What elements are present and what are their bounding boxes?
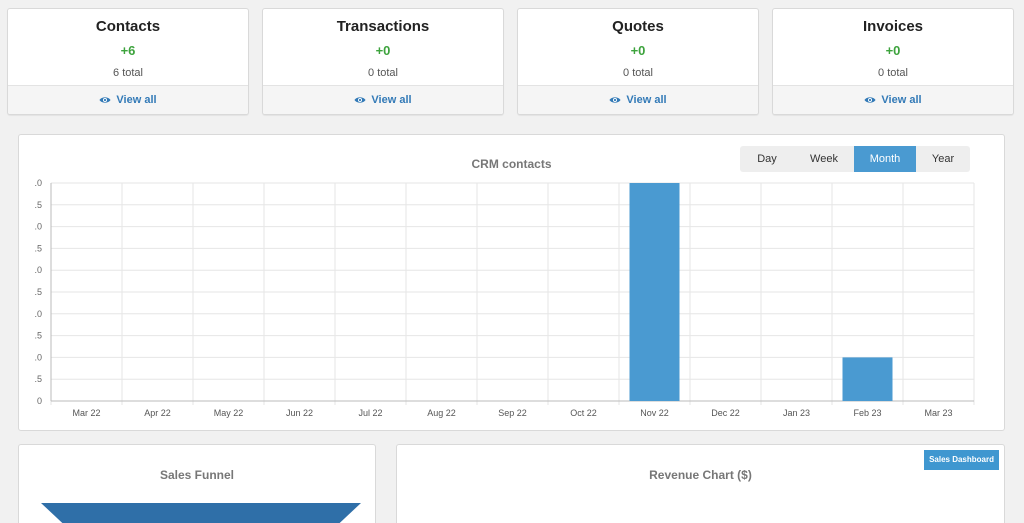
sales-dashboard-button[interactable]: Sales Dashboard	[924, 450, 999, 470]
x-tick-label: Dec 22	[711, 408, 740, 418]
card-total: 6 total	[113, 67, 143, 79]
eye-icon	[99, 97, 111, 103]
x-tick-label: Nov 22	[640, 408, 669, 418]
card-total: 0 total	[878, 67, 908, 79]
eye-icon	[354, 97, 366, 103]
x-tick-label: Apr 22	[144, 408, 171, 418]
x-tick-label: Aug 22	[427, 408, 456, 418]
card-total: 0 total	[623, 67, 653, 79]
x-tick-label: Sep 22	[498, 408, 527, 418]
funnel-stage	[41, 503, 361, 523]
card-delta: +0	[885, 43, 901, 58]
y-tick-label: .0	[34, 265, 42, 275]
x-tick-label: Oct 22	[570, 408, 597, 418]
time-range-selector: Day Week Month Year	[740, 146, 970, 172]
y-tick-label: .5	[34, 200, 42, 210]
eye-icon	[609, 97, 621, 103]
bar[interactable]	[629, 183, 680, 401]
invoices-card: Invoices +0 0 total View all	[772, 8, 1014, 115]
view-all-label: View all	[626, 94, 667, 106]
x-tick-label: Jul 22	[358, 408, 382, 418]
y-tick-label: .0	[34, 309, 42, 319]
y-tick-label: .0	[34, 222, 42, 232]
bar[interactable]	[842, 357, 893, 401]
eye-icon	[864, 97, 876, 103]
y-tick-label: .0	[34, 352, 42, 362]
card-title: Contacts	[95, 18, 161, 35]
y-tick-label: .5	[34, 243, 42, 253]
card-delta: +0	[630, 43, 646, 58]
card-delta: +6	[120, 43, 136, 58]
range-day-button[interactable]: Day	[757, 153, 777, 165]
view-all-label: View all	[116, 94, 157, 106]
view-all-invoices-link[interactable]: View all	[773, 85, 1013, 114]
card-total: 0 total	[368, 67, 398, 79]
view-all-contacts-link[interactable]: View all	[8, 85, 248, 114]
y-tick-label: .5	[34, 287, 42, 297]
view-all-quotes-link[interactable]: View all	[518, 85, 758, 114]
y-tick-label: 0	[37, 396, 42, 406]
range-week-button[interactable]: Week	[810, 153, 838, 165]
range-month-button[interactable]: Month	[854, 146, 916, 172]
x-tick-label: Jun 22	[286, 408, 313, 418]
x-tick-label: Feb 23	[853, 408, 881, 418]
view-all-label: View all	[881, 94, 922, 106]
card-delta: +0	[375, 43, 391, 58]
x-tick-label: Mar 22	[72, 408, 100, 418]
y-tick-label: .5	[34, 374, 42, 384]
x-tick-label: Mar 23	[924, 408, 952, 418]
view-all-transactions-link[interactable]: View all	[263, 85, 503, 114]
chart-title: CRM contacts	[471, 157, 552, 171]
x-tick-label: Jan 23	[783, 408, 810, 418]
transactions-card: Transactions +0 0 total View all	[262, 8, 504, 115]
card-title: Invoices	[862, 18, 924, 35]
range-year-button[interactable]: Year	[931, 153, 955, 165]
contacts-card: Contacts +6 6 total View all	[7, 8, 249, 115]
x-tick-label: May 22	[214, 408, 244, 418]
panel-title: Sales Funnel	[159, 468, 235, 482]
sales-funnel-panel: Sales Funnel	[18, 444, 376, 523]
view-all-label: View all	[371, 94, 412, 106]
crm-contacts-panel: CRM contacts Day Week Month Year .0 .5 .0.…	[18, 134, 1005, 431]
quotes-card: Quotes +0 0 total View all	[517, 8, 759, 115]
y-tick-label: .5	[34, 331, 42, 341]
panel-title: Revenue Chart ($)	[649, 468, 752, 482]
crm-contacts-chart: .0 .5 .0 .5 .0 .5 .0 .5 .0 .5 0 Mar 22 Apr 22 May 22 J…	[34, 178, 975, 418]
revenue-chart-panel: Revenue Chart ($) Sales Dashboard	[396, 444, 1005, 523]
y-tick-label: .0	[34, 178, 42, 188]
card-title: Quotes	[612, 18, 664, 35]
card-title: Transactions	[336, 18, 430, 35]
